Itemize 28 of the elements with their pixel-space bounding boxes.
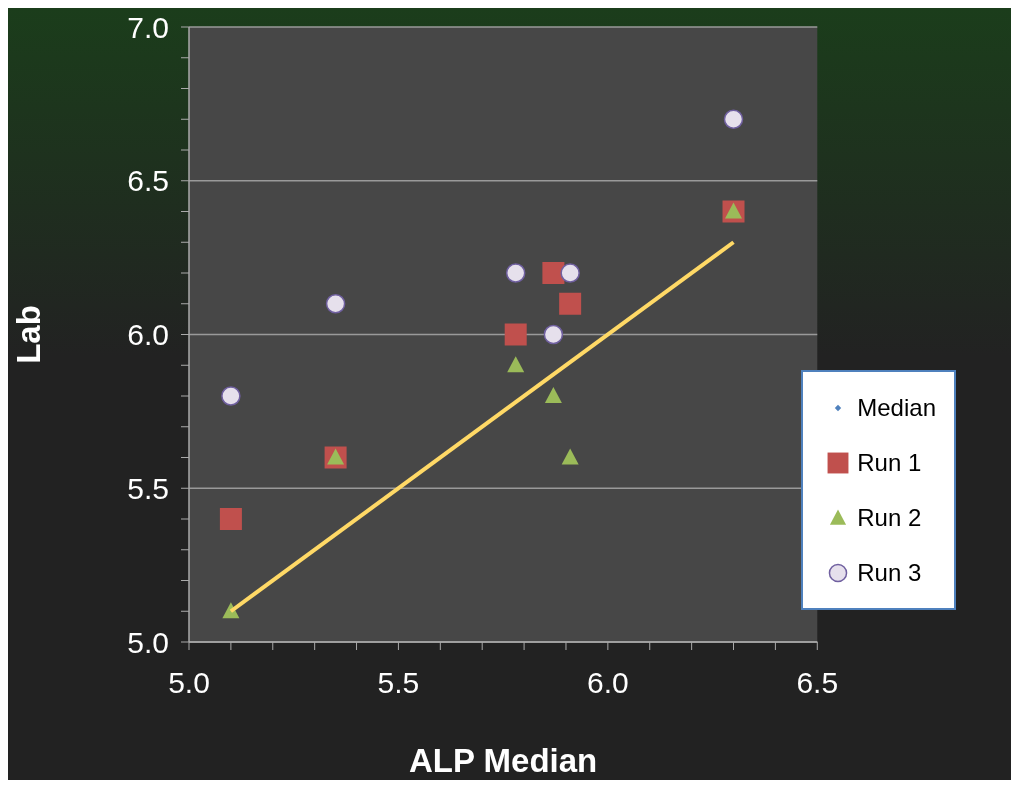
legend-label: Run 3 xyxy=(857,558,922,587)
y-tick-label: 6.0 xyxy=(127,318,169,352)
y-axis-title: Lab xyxy=(9,305,47,364)
point xyxy=(504,323,527,346)
y-tick-label: 5.5 xyxy=(127,471,169,505)
y-tick-label: 6.5 xyxy=(127,164,169,198)
legend-label: Run 2 xyxy=(857,503,922,532)
legend-label: Run 1 xyxy=(857,448,922,477)
point xyxy=(544,387,562,403)
x-tick-label: 6.0 xyxy=(586,666,629,700)
y-tick-label: 7.0 xyxy=(127,10,169,44)
x-tick-label: 6.5 xyxy=(796,666,839,700)
point xyxy=(507,356,525,373)
point xyxy=(505,263,526,283)
legend-label: Median xyxy=(857,393,936,422)
x-tick-label: 5.0 xyxy=(168,666,210,700)
point xyxy=(543,324,564,345)
x-tick-label: 5.5 xyxy=(377,666,420,700)
point xyxy=(723,109,744,129)
point xyxy=(219,508,242,530)
point xyxy=(560,263,580,283)
point xyxy=(325,294,346,314)
point xyxy=(221,386,241,406)
point xyxy=(559,292,582,315)
point xyxy=(561,448,579,465)
y-tick-label: 5.0 xyxy=(127,625,169,659)
point xyxy=(542,262,565,284)
x-axis-title: ALP Median xyxy=(409,742,598,779)
